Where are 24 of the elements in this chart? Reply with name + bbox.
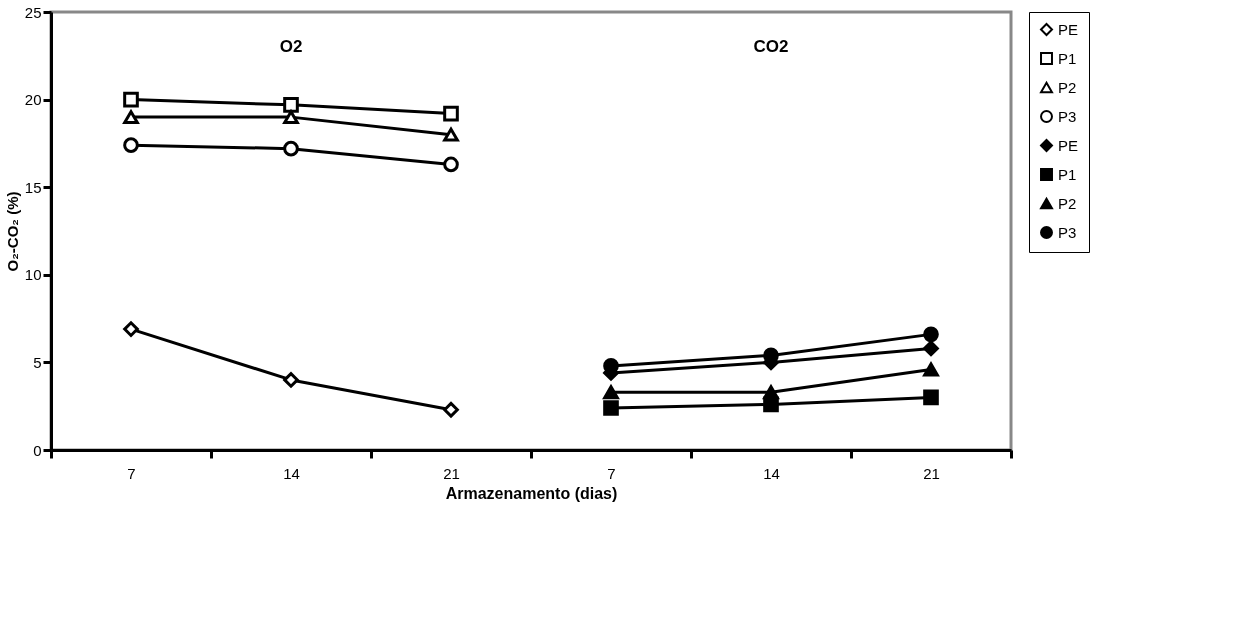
y-tick-label: 25 <box>24 3 42 21</box>
y-tick-label: 15 <box>24 178 42 196</box>
annotation: O2 <box>279 37 303 56</box>
legend-label: P1 <box>1058 49 1077 67</box>
x-tick-label: 14 <box>763 464 780 482</box>
x-tick-label: 21 <box>443 464 460 482</box>
legend-label: P3 <box>1058 107 1077 125</box>
y-tick-label: 0 <box>33 441 42 459</box>
annotation: CO2 <box>753 37 789 56</box>
x-axis-title: Armazenamento (dias) <box>445 484 618 502</box>
x-tick-label: 7 <box>607 464 616 482</box>
legend-label: PE <box>1058 20 1079 38</box>
y-tick-label: 5 <box>33 353 42 371</box>
legend-label: PE <box>1058 136 1079 154</box>
y-tick-label: 20 <box>24 91 42 109</box>
y-axis-title: O₂-CO₂ (%) <box>3 191 21 272</box>
x-tick-label: 14 <box>283 464 300 482</box>
legend-label: P3 <box>1058 223 1077 241</box>
y-tick-label: 10 <box>24 266 42 284</box>
legend-label: P1 <box>1058 165 1077 183</box>
legend-label: P2 <box>1058 78 1077 96</box>
x-tick-label: 21 <box>923 464 940 482</box>
legend-label: P2 <box>1058 194 1077 212</box>
x-tick-label: 7 <box>127 464 136 482</box>
